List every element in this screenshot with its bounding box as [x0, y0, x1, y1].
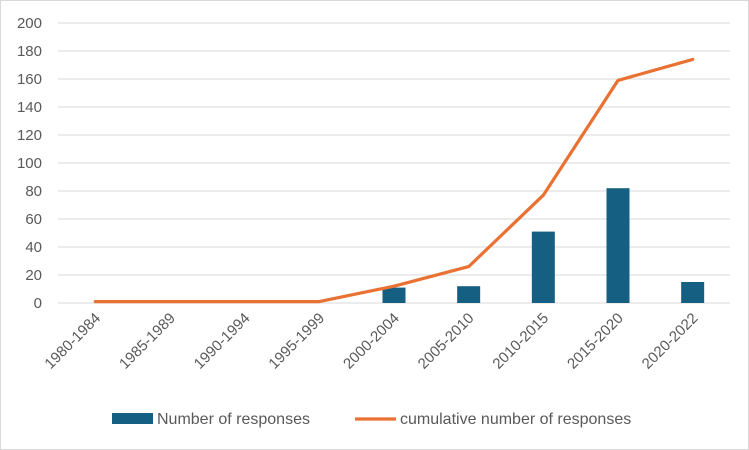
- y-tick-label: 180: [17, 43, 42, 60]
- y-tick-label: 80: [25, 183, 42, 200]
- y-tick-label: 120: [17, 127, 42, 144]
- bar-2010-2015: [531, 231, 555, 303]
- y-tick-label: 60: [25, 211, 42, 228]
- bar-2020-2022: [681, 282, 705, 303]
- legend-swatch-bars: [112, 413, 153, 424]
- y-tick-label: 140: [17, 99, 42, 116]
- x-tick-label: 2010-2015: [489, 310, 552, 373]
- x-tick-label: 1985-1989: [116, 310, 179, 373]
- x-tick-label: 1980-1984: [41, 310, 104, 373]
- x-tick-label: 2000-2004: [340, 310, 403, 373]
- bar-2000-2004: [382, 287, 406, 303]
- bar-2005-2010: [457, 286, 481, 303]
- y-tick-label: 40: [25, 239, 42, 256]
- y-tick-label: 20: [25, 267, 42, 284]
- series-line-cumulative: [93, 57, 695, 304]
- x-tick-label: 1995-1999: [265, 310, 328, 373]
- legend-label-bars: Number of responses: [157, 411, 310, 428]
- y-tick-label: 200: [17, 15, 42, 32]
- y-tick-label: 0: [34, 295, 42, 312]
- x-tick-label: 2020-2022: [639, 310, 702, 373]
- x-tick-label: 2015-2020: [564, 310, 627, 373]
- x-tick-label: 2005-2010: [415, 310, 478, 373]
- y-tick-label: 100: [17, 155, 42, 172]
- legend-label-line: cumulative number of responses: [400, 411, 631, 428]
- y-tick-label: 160: [17, 71, 42, 88]
- x-tick-label: 1990-1994: [191, 310, 254, 373]
- bar-2015-2020: [606, 188, 630, 303]
